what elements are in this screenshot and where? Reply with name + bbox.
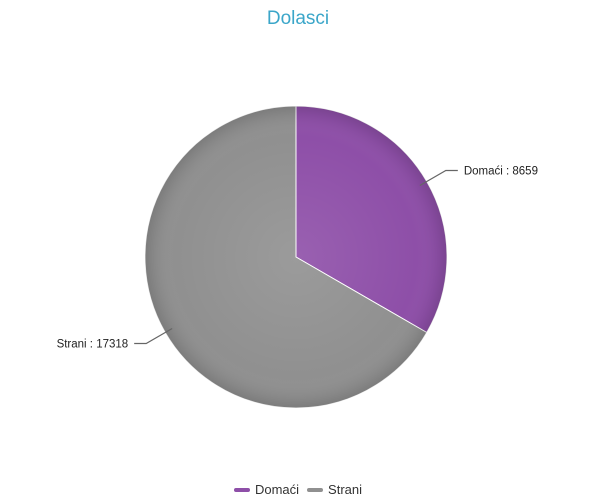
legend: Domaći Strani — [0, 482, 596, 497]
legend-swatch-strani — [307, 487, 324, 492]
legend-swatch-domaci — [233, 487, 250, 492]
legend-label-strani: Strani — [328, 482, 363, 497]
legend-label-domaci: Domaći — [254, 482, 300, 497]
data-label-strani: Strani : 17318 — [57, 339, 129, 351]
legend-item-strani[interactable]: Strani — [307, 482, 362, 497]
pie-connector-domaci — [419, 169, 458, 187]
pie-connector-strani — [134, 327, 173, 345]
data-label-domaci: Domaći : 8659 — [464, 166, 538, 178]
legend-item-domaci[interactable]: Domaći — [233, 482, 300, 497]
chart-title: Dolasci — [266, 8, 330, 29]
